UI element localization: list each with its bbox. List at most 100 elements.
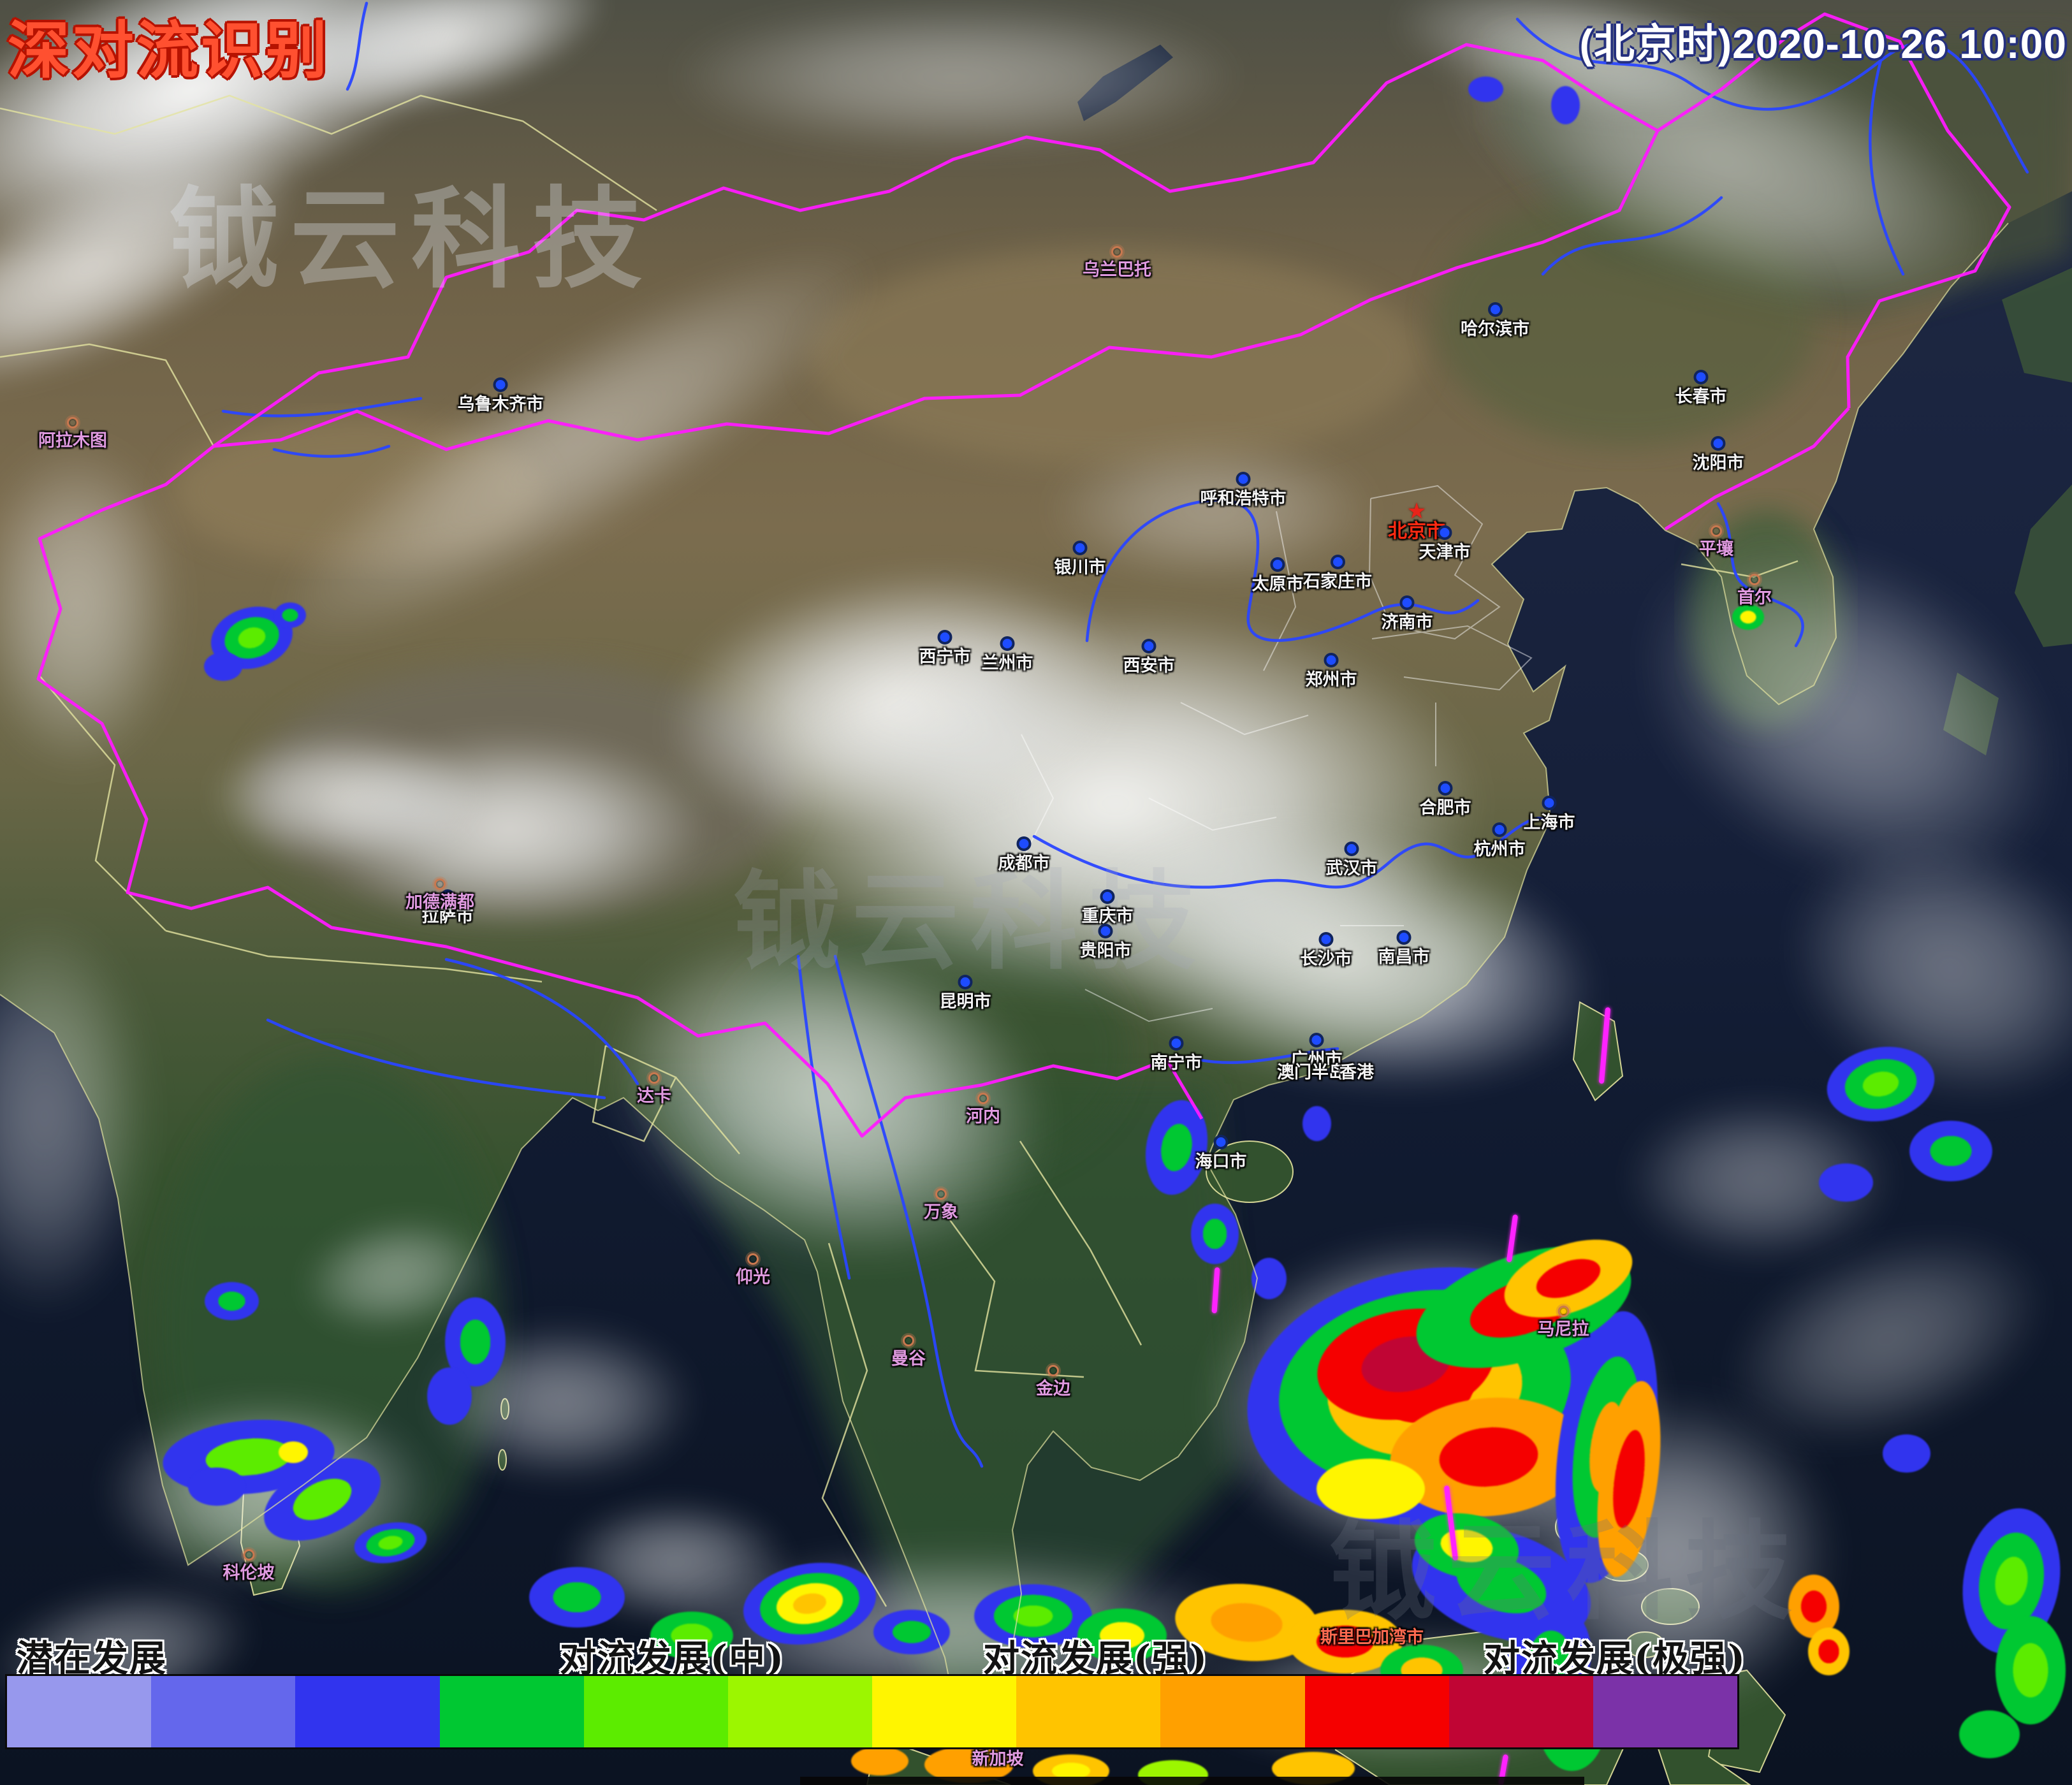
city-dot-marker — [1330, 555, 1345, 569]
city-长春市: 长春市 — [1675, 370, 1727, 405]
city-label: 济南市 — [1381, 612, 1433, 632]
legend-label-2: 对流发展(中) — [560, 1637, 785, 1680]
city-label: 成都市 — [998, 853, 1050, 873]
city-斯里巴加湾市: 斯里巴加湾市 — [1320, 1628, 1424, 1647]
capital-ring-marker — [648, 1072, 660, 1084]
capital-ring-marker — [977, 1093, 989, 1104]
korea-green — [1689, 510, 1842, 727]
city-重庆市: 重庆市 — [1082, 889, 1134, 925]
city-dot-marker — [1000, 636, 1015, 651]
city-dot-marker — [1236, 472, 1251, 486]
city-label: 乌兰巴托 — [1083, 259, 1151, 279]
city-dot-marker — [1318, 932, 1334, 947]
city-label: 广州市 — [1290, 1049, 1343, 1069]
province-borders — [1021, 484, 1533, 1023]
city-label: 银川市 — [1054, 557, 1106, 577]
coastline — [0, 222, 2009, 1761]
city-dot-marker — [1098, 924, 1113, 938]
colorbar-segment-2 — [151, 1676, 296, 1747]
city-兰州市: 兰州市 — [982, 636, 1033, 672]
city-label: 昆明市 — [939, 991, 991, 1011]
capital-ring-marker — [67, 417, 78, 428]
city-dot-marker — [1438, 781, 1453, 796]
city-label: 西安市 — [1123, 655, 1175, 675]
city-label: 长春市 — [1675, 386, 1727, 406]
city-马尼拉: 马尼拉 — [1538, 1306, 1589, 1338]
city-石家庄市: 石家庄市 — [1303, 555, 1372, 590]
city-杭州市: 杭州市 — [1474, 822, 1526, 858]
city-label: 万象 — [924, 1202, 958, 1221]
city-阿拉木图: 阿拉木图 — [38, 417, 107, 449]
city-dot-marker — [1437, 525, 1452, 540]
city-label: 西宁市 — [919, 646, 971, 666]
city-dot-marker — [1072, 541, 1088, 555]
city-label: 海口市 — [1195, 1151, 1247, 1171]
city-乌鲁木齐市: 乌鲁木齐市 — [458, 377, 544, 413]
city-哈尔滨市: 哈尔滨市 — [1461, 302, 1529, 338]
city-label: 乌鲁木齐市 — [457, 394, 544, 414]
city-科伦坡: 科伦坡 — [223, 1549, 275, 1582]
city-label: 曼谷 — [891, 1348, 926, 1368]
city-label: 哈尔滨市 — [1461, 319, 1529, 339]
colorbar-segment-11 — [1448, 1676, 1593, 1747]
city-dot-marker — [1487, 302, 1503, 317]
city-label: 呼和浩特市 — [1200, 488, 1287, 508]
city-dot-marker — [1542, 796, 1557, 810]
colorbar-segment-12 — [1593, 1676, 1738, 1747]
city-label: 石家庄市 — [1303, 571, 1372, 591]
city-label: 香港 — [1339, 1063, 1374, 1082]
colorbar-segment-5 — [583, 1676, 728, 1747]
capital-ring-marker — [935, 1188, 947, 1200]
city-香港: 香港 — [1339, 1063, 1374, 1082]
city-label: 太原市 — [1251, 574, 1304, 594]
colorbar-segment-8 — [1016, 1676, 1161, 1747]
city-label: 杭州市 — [1473, 839, 1526, 859]
city-label: 郑州市 — [1305, 669, 1357, 689]
city-dot-marker — [493, 377, 508, 392]
capital-ring-marker — [747, 1253, 759, 1265]
city-label: 阿拉木图 — [38, 430, 107, 450]
capital-ring-marker — [903, 1335, 914, 1346]
city-万象: 万象 — [924, 1188, 958, 1221]
china-border — [36, 12, 2011, 1138]
city-label: 合肥市 — [1419, 798, 1471, 817]
city-label: 平壤 — [1699, 539, 1733, 558]
city-河内: 河内 — [966, 1093, 1000, 1125]
capital-ring-marker — [434, 878, 446, 890]
city-仰光: 仰光 — [736, 1253, 770, 1286]
city-label: 南昌市 — [1378, 947, 1430, 966]
city-达卡: 达卡 — [637, 1072, 671, 1105]
city-label: 科伦坡 — [223, 1563, 275, 1582]
colorbar-segment-1 — [7, 1676, 152, 1747]
city-平壤: 平壤 — [1699, 525, 1733, 558]
legend-label-4: 对流发展(极强) — [1484, 1637, 1746, 1680]
city-dot-marker — [1169, 1036, 1184, 1051]
capital-ring-marker — [1047, 1365, 1059, 1376]
city-南宁市: 南宁市 — [1151, 1036, 1202, 1072]
city-广州市: 广州市 — [1291, 1033, 1343, 1068]
capital-ring-marker — [1111, 246, 1123, 258]
city-label: 南宁市 — [1150, 1053, 1202, 1072]
city-dot-marker — [1711, 436, 1726, 451]
city-label: 长沙市 — [1300, 949, 1352, 968]
colorbar-segment-10 — [1304, 1676, 1449, 1747]
city-昆明市: 昆明市 — [940, 975, 991, 1010]
city-dot-marker — [1492, 822, 1507, 837]
city-dot-marker — [1344, 841, 1359, 856]
city-武汉市: 武汉市 — [1326, 841, 1378, 877]
legend-label-3: 对流发展(强) — [983, 1637, 1208, 1680]
city-label: 仰光 — [736, 1267, 770, 1286]
page-title: 深对流识别 — [8, 14, 330, 87]
city-dot-marker — [1213, 1135, 1229, 1149]
legend-label-1: 潜在发展 — [17, 1637, 167, 1680]
city-拉萨市: 拉萨市 — [422, 889, 474, 925]
city-label: 澳门半岛 — [1277, 1063, 1346, 1082]
city-dot-marker — [1399, 595, 1415, 610]
city-label: 上海市 — [1523, 812, 1575, 832]
city-label: 达卡 — [637, 1086, 671, 1105]
city-长沙市: 长沙市 — [1301, 932, 1352, 968]
city-合肥市: 合肥市 — [1420, 781, 1471, 817]
city-dot-marker — [1016, 836, 1032, 851]
